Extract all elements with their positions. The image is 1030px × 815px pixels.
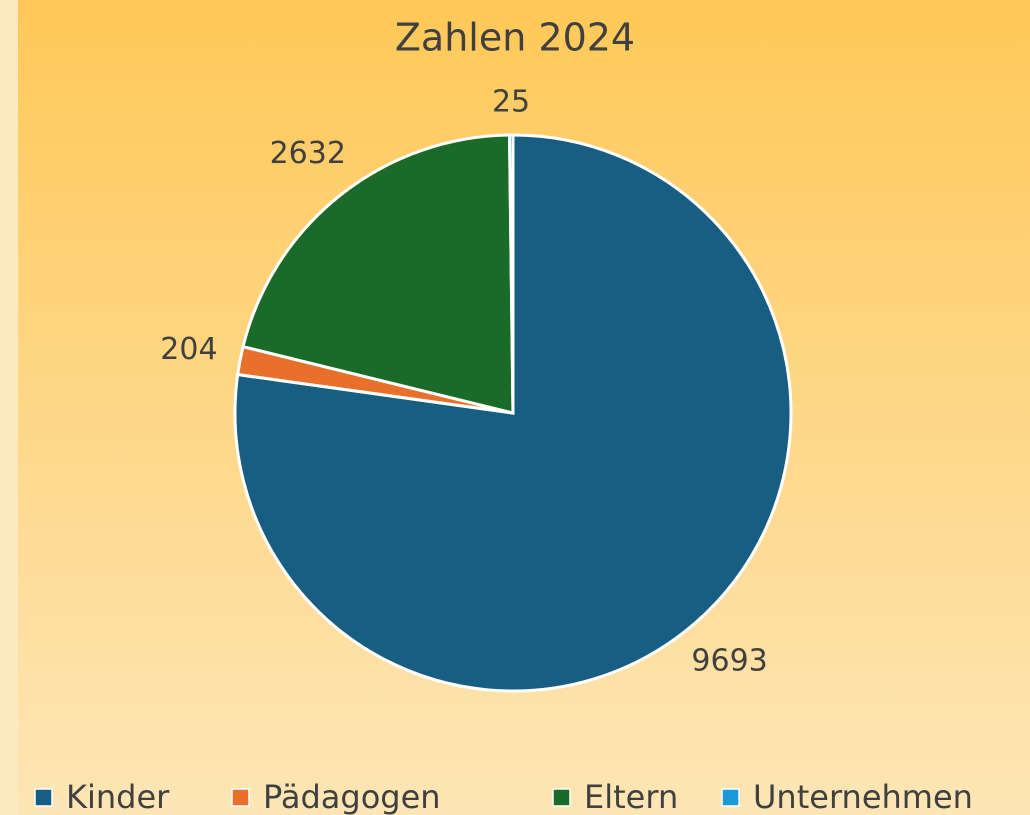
data-label: 204 — [160, 332, 217, 367]
legend-label: Kinder — [66, 778, 170, 815]
data-label: 9693 — [691, 643, 767, 678]
chart-title: Zahlen 2024 — [395, 16, 635, 60]
legend-label: Unternehmen — [753, 778, 973, 815]
pie-slice — [233, 133, 793, 693]
legend-swatch — [552, 788, 571, 807]
pie-slice — [241, 133, 515, 415]
legend-swatch — [721, 788, 740, 807]
data-label: 2632 — [270, 136, 346, 171]
legend-swatch — [231, 788, 250, 807]
legend-label: Pädagogen — [263, 778, 441, 815]
data-label: 25 — [492, 85, 530, 120]
legend-swatch — [34, 788, 53, 807]
pie-slice — [508, 133, 515, 414]
legend-label: Eltern — [584, 778, 678, 815]
